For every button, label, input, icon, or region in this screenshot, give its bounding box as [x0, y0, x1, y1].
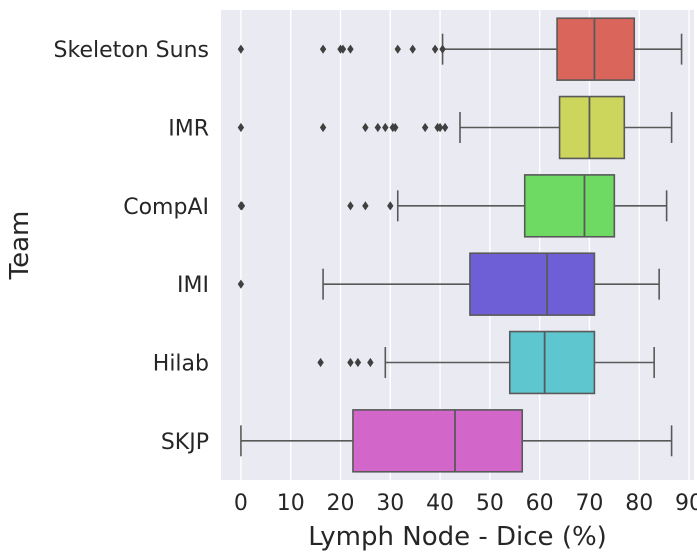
box-iqr	[353, 410, 522, 472]
y-tick-label: Hilab	[153, 352, 209, 377]
x-tick-label: 40	[426, 491, 454, 516]
box-iqr	[525, 175, 615, 237]
x-tick-label: 90	[675, 491, 697, 516]
y-tick-label: SKJP	[161, 430, 209, 455]
x-tick-labels: 0 10 20 30 40 50 60 70 80 90	[234, 491, 697, 516]
y-tick-labels: Skeleton Suns IMR CompAI IMI Hilab SKJP	[54, 38, 209, 455]
y-tick-label: IMR	[168, 117, 209, 142]
x-tick-label: 10	[277, 491, 305, 516]
x-tick-label: 0	[234, 491, 248, 516]
box-iqr	[557, 18, 634, 80]
x-tick-label: 60	[526, 491, 554, 516]
box-iqr	[510, 332, 595, 394]
x-tick-label: 50	[476, 491, 504, 516]
x-tick-label: 70	[575, 491, 603, 516]
x-axis-label: Lymph Node - Dice (%)	[308, 522, 607, 552]
box-iqr	[470, 253, 594, 315]
x-tick-label: 20	[326, 491, 354, 516]
x-tick-label: 30	[376, 491, 404, 516]
y-tick-label: CompAI	[123, 195, 209, 220]
box-iqr	[560, 97, 625, 159]
x-tick-label: 80	[625, 491, 653, 516]
y-tick-label: Skeleton Suns	[54, 38, 209, 63]
y-axis-label: Team	[5, 211, 35, 281]
y-tick-label: IMI	[177, 273, 209, 298]
